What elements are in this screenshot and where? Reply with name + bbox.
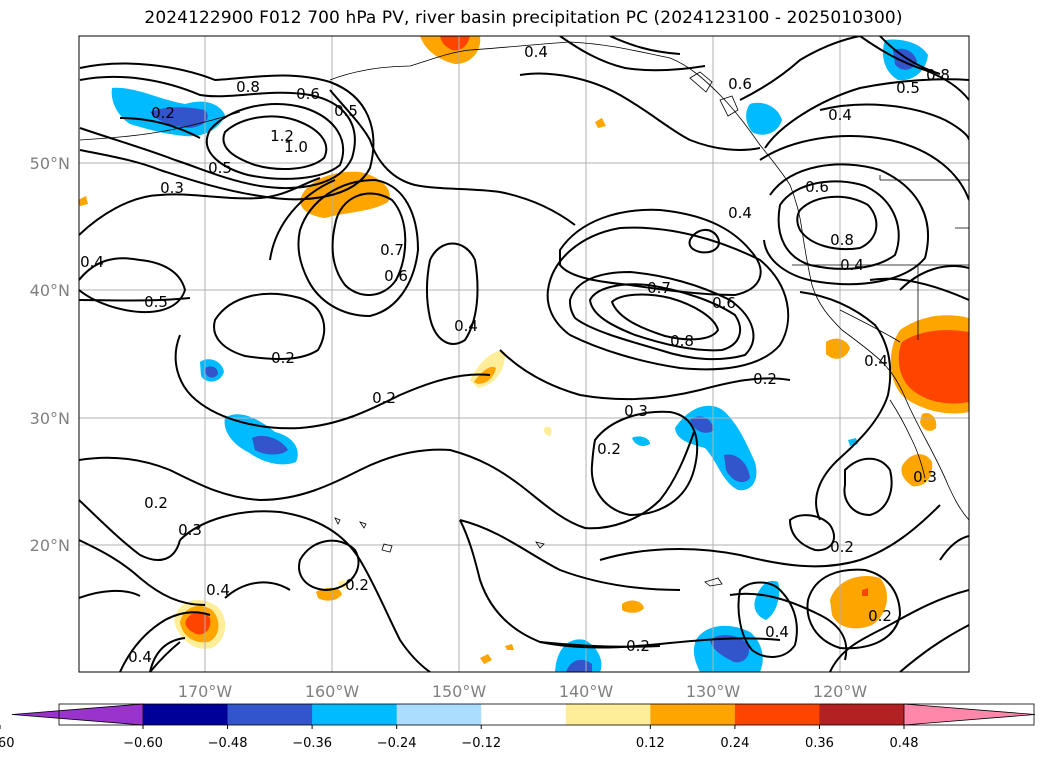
colorbar-tick-label: 0.36 xyxy=(805,736,834,751)
contour-label: 1.2 xyxy=(270,127,294,145)
contour-label: 0.6 xyxy=(728,75,752,93)
colorbar-tick-label: 0.60 xyxy=(0,736,14,751)
contour-label: 0.8 xyxy=(670,332,694,350)
lat-label: 40°N xyxy=(30,281,70,300)
contour-label: 0.2 xyxy=(144,494,168,512)
lon-label: 170°W xyxy=(178,682,233,701)
colorbar-tick-label: −0.60 xyxy=(123,736,163,751)
contour-label: 0.5 xyxy=(896,79,920,97)
contour-label: 0.6 xyxy=(805,178,829,196)
pv-contours xyxy=(79,36,969,672)
contour-label: 0.4 xyxy=(128,648,152,666)
lat-label: 30°N xyxy=(30,409,70,428)
colorbar-segment xyxy=(734,704,820,725)
contour-label: 0.5 xyxy=(144,293,168,311)
colorbar-segment xyxy=(312,704,398,725)
contour-label: 0.6 xyxy=(296,85,320,103)
colorbar-tick-label: 0.48 xyxy=(890,736,919,751)
contour-label: 0.2 xyxy=(151,104,175,122)
contour-label: 0.2 xyxy=(753,370,777,388)
contour-label: 0.4 xyxy=(524,43,548,61)
colorbar-segment xyxy=(481,704,567,725)
shade-pos-120w-south xyxy=(830,576,887,629)
coastlines xyxy=(79,41,969,587)
colorbar-segment xyxy=(650,704,736,725)
lat-label: 20°N xyxy=(30,536,70,555)
contour-label: 0.4 xyxy=(828,106,852,124)
contour-label: 0.4 xyxy=(864,352,888,370)
contour-label: 0.6 xyxy=(384,267,408,285)
colorbar-segment xyxy=(396,704,482,725)
contour-label: 0.2 xyxy=(830,538,854,556)
colorbar-tick-label: −0.12 xyxy=(461,736,501,751)
contour-label: 0.3 xyxy=(913,468,937,486)
contour-label: 0.4 xyxy=(206,581,230,599)
contour-label: 1.0 xyxy=(284,138,308,156)
contour-label: 0.3 xyxy=(160,179,184,197)
contour-label: 0.2 xyxy=(868,607,892,625)
contour-label: 0.4 xyxy=(765,623,789,641)
colorbar-tick-label: −0.36 xyxy=(292,736,332,751)
lon-label: 140°W xyxy=(559,682,614,701)
contour-label: 0.7 xyxy=(647,279,671,297)
lon-label: 160°W xyxy=(305,682,360,701)
contour-label: 0.7 xyxy=(380,241,404,259)
contour-label: 0.8 xyxy=(926,66,950,84)
contour-label: 0.2 xyxy=(626,637,650,655)
lon-label: 150°W xyxy=(432,682,487,701)
contour-label: 0.3 xyxy=(178,521,202,539)
map-title: 2024122900 F012 700 hPa PV, river basin … xyxy=(144,8,903,28)
lon-label: 120°W xyxy=(813,682,868,701)
contour-label: 0.6 xyxy=(712,294,736,312)
colorbar-segment xyxy=(227,704,313,725)
lon-label: 130°W xyxy=(686,682,741,701)
colorbar-extend-high xyxy=(903,703,1036,726)
contour-label: 0.8 xyxy=(830,231,854,249)
colorbar-tick-label: 0.12 xyxy=(636,736,665,751)
lat-label: 50°N xyxy=(30,154,70,173)
contour-label: 0.5 xyxy=(334,102,358,120)
colorbar-segment xyxy=(819,704,905,725)
plot-frame xyxy=(78,35,970,673)
longitude-axis: 170°W 160°W 150°W 140°W 130°W 120°W xyxy=(178,682,868,701)
colorbar: −0.60 −0.48 −0.36 −0.24 −0.12 0.12 0.24 0.36 0.4… xyxy=(0,703,1036,751)
contour-label: 0.4 xyxy=(80,253,104,271)
contour-label: 0.2 xyxy=(345,576,369,594)
colorbar-tick-label: −0.48 xyxy=(208,736,248,751)
colorbar-extend-low xyxy=(11,703,144,726)
map-plot-area: 0.4 0.6 0.8 0.6 0.5 1.2 1.0 0.5 0.3 0.4 … xyxy=(79,36,969,672)
contour-label: 0.3 xyxy=(624,402,648,420)
precip-shading xyxy=(79,36,969,672)
colorbar-frame xyxy=(58,703,1035,726)
latitude-axis: 50°N 40°N 30°N 20°N xyxy=(30,154,70,555)
colorbar-tick-label: −0.24 xyxy=(377,736,417,751)
colorbar-tick-label: 0.24 xyxy=(720,736,749,751)
contour-label: 0.4 xyxy=(454,317,478,335)
contour-labels: 0.4 0.6 0.8 0.6 0.5 1.2 1.0 0.5 0.3 0.4 … xyxy=(80,43,950,666)
colorbar-segment xyxy=(565,704,651,725)
colorbar-segment xyxy=(143,704,229,725)
contour-label: 0.2 xyxy=(271,349,295,367)
contour-label: 0.2 xyxy=(597,440,621,458)
contour-label: 0.5 xyxy=(208,159,232,177)
contour-label: 0.8 xyxy=(236,78,260,96)
contour-label: 0.4 xyxy=(728,204,752,222)
contour-label: 0.2 xyxy=(372,389,396,407)
contour-label: 0.4 xyxy=(840,256,864,274)
